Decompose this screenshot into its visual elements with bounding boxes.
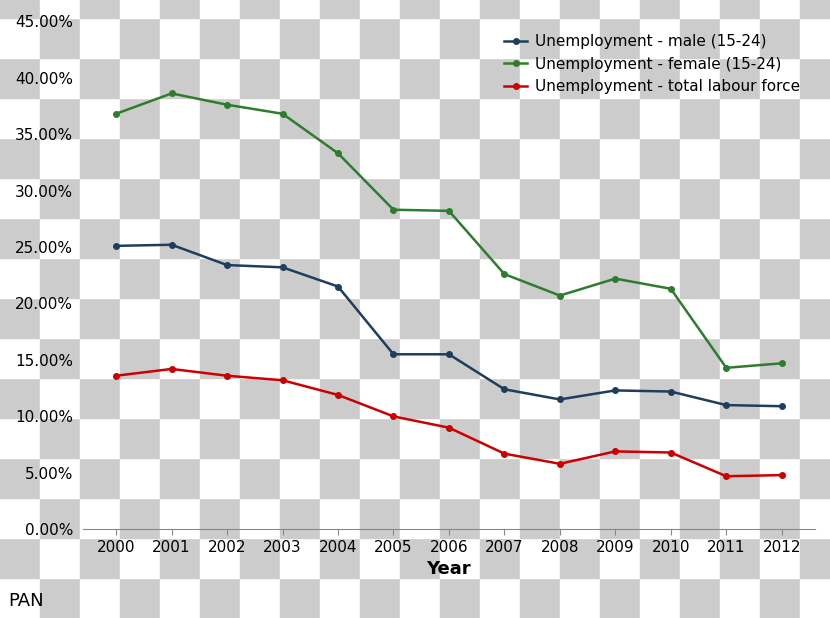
Unemployment - female (15-24) xyxy=(277,110,287,117)
Unemployment - total labour force xyxy=(721,473,731,480)
Unemployment - female (15-24) xyxy=(500,271,510,278)
Line: Unemployment - female (15-24): Unemployment - female (15-24) xyxy=(114,91,784,371)
Unemployment - female (15-24) xyxy=(555,292,565,299)
Unemployment - female (15-24) xyxy=(333,150,343,157)
Unemployment - male (15-24) xyxy=(666,388,676,396)
Unemployment - total labour force xyxy=(500,450,510,457)
Unemployment - male (15-24) xyxy=(500,386,510,393)
Unemployment - total labour force xyxy=(222,372,232,379)
Unemployment - total labour force xyxy=(111,372,121,379)
Unemployment - male (15-24) xyxy=(610,387,620,394)
Unemployment - male (15-24) xyxy=(444,350,454,358)
Unemployment - total labour force xyxy=(277,376,287,384)
Unemployment - male (15-24) xyxy=(721,401,731,408)
Unemployment - female (15-24) xyxy=(777,360,787,367)
Unemployment - male (15-24) xyxy=(333,283,343,290)
Unemployment - male (15-24) xyxy=(777,402,787,410)
Unemployment - male (15-24) xyxy=(222,261,232,269)
Line: Unemployment - total labour force: Unemployment - total labour force xyxy=(114,366,784,479)
Unemployment - female (15-24) xyxy=(721,364,731,371)
X-axis label: Year: Year xyxy=(427,561,471,578)
Unemployment - male (15-24) xyxy=(388,350,398,358)
Unemployment - total labour force xyxy=(444,424,454,431)
Unemployment - male (15-24) xyxy=(167,241,177,248)
Unemployment - total labour force xyxy=(610,447,620,455)
Unemployment - total labour force xyxy=(666,449,676,456)
Unemployment - total labour force xyxy=(333,391,343,399)
Line: Unemployment - male (15-24): Unemployment - male (15-24) xyxy=(114,242,784,409)
Unemployment - female (15-24) xyxy=(111,110,121,117)
Unemployment - total labour force xyxy=(167,365,177,373)
Unemployment - female (15-24) xyxy=(222,101,232,108)
Text: PAN: PAN xyxy=(8,591,44,609)
Unemployment - male (15-24) xyxy=(555,396,565,403)
Unemployment - male (15-24) xyxy=(277,264,287,271)
Unemployment - female (15-24) xyxy=(388,206,398,213)
Unemployment - female (15-24) xyxy=(444,207,454,214)
Unemployment - total labour force xyxy=(777,472,787,479)
Unemployment - female (15-24) xyxy=(610,275,620,282)
Unemployment - female (15-24) xyxy=(666,285,676,292)
Unemployment - total labour force xyxy=(555,460,565,468)
Legend: Unemployment - male (15-24), Unemployment - female (15-24), Unemployment - total: Unemployment - male (15-24), Unemploymen… xyxy=(496,27,808,102)
Unemployment - female (15-24) xyxy=(167,90,177,97)
Unemployment - male (15-24) xyxy=(111,242,121,250)
Unemployment - total labour force xyxy=(388,413,398,420)
